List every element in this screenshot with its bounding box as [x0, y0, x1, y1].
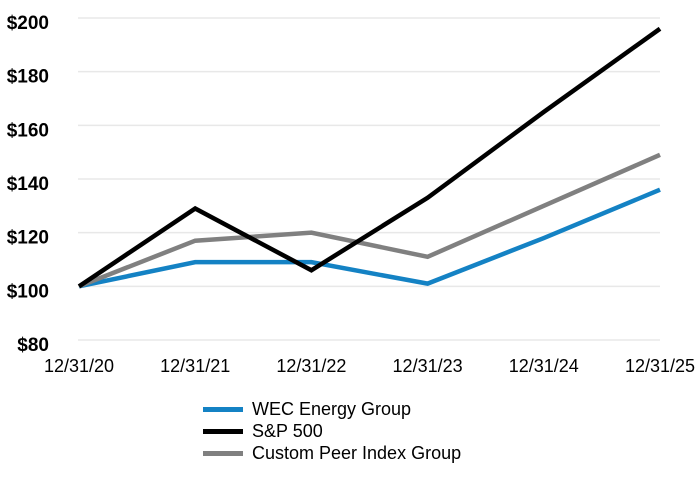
legend-swatch-icon — [203, 428, 243, 434]
y-axis-tick-label: $80 — [17, 335, 49, 356]
legend-label: Custom Peer Index Group — [252, 443, 462, 463]
series-line-s-p-500 — [77, 26, 662, 289]
series-line-wec-energy-group — [78, 187, 661, 289]
legend-item-wec-energy-group: WEC Energy Group — [203, 398, 461, 420]
legend-label: S&P 500 — [252, 421, 323, 441]
y-axis-tick-label: $200 — [7, 13, 49, 34]
legend-item-custom-peer-index-group: Custom Peer Index Group — [203, 442, 461, 464]
y-axis-tick-label: $100 — [7, 281, 49, 302]
x-axis-tick-label: 12/31/25 — [625, 356, 695, 376]
line-chart-plot: $80 $100 $120 $140 $160 $180 $200 12/31/20 12/31… — [7, 13, 695, 376]
y-axis-tick-label: $120 — [7, 228, 49, 249]
x-axis-tick-label: 12/31/21 — [160, 356, 230, 376]
x-axis-tick-label: 12/31/22 — [276, 356, 346, 376]
x-axis-tick-label: 12/31/24 — [509, 356, 579, 376]
legend-item-s-p-500: S&P 500 — [203, 420, 461, 442]
legend-swatch-icon — [203, 406, 243, 412]
chart-legend: WEC Energy Group S&P 500 Custom Peer Index… — [203, 398, 461, 464]
y-axis-tick-label: $140 — [7, 174, 49, 195]
x-axis-tick-label: 12/31/23 — [393, 356, 463, 376]
x-axis-tick-label: 12/31/20 — [44, 356, 114, 376]
legend-label: WEC Energy Group — [252, 399, 412, 419]
legend-swatch-icon — [203, 450, 243, 456]
series-line-custom-peer-index-group — [78, 152, 661, 289]
y-axis-tick-label: $180 — [7, 67, 49, 88]
y-axis-tick-label: $160 — [7, 120, 49, 141]
